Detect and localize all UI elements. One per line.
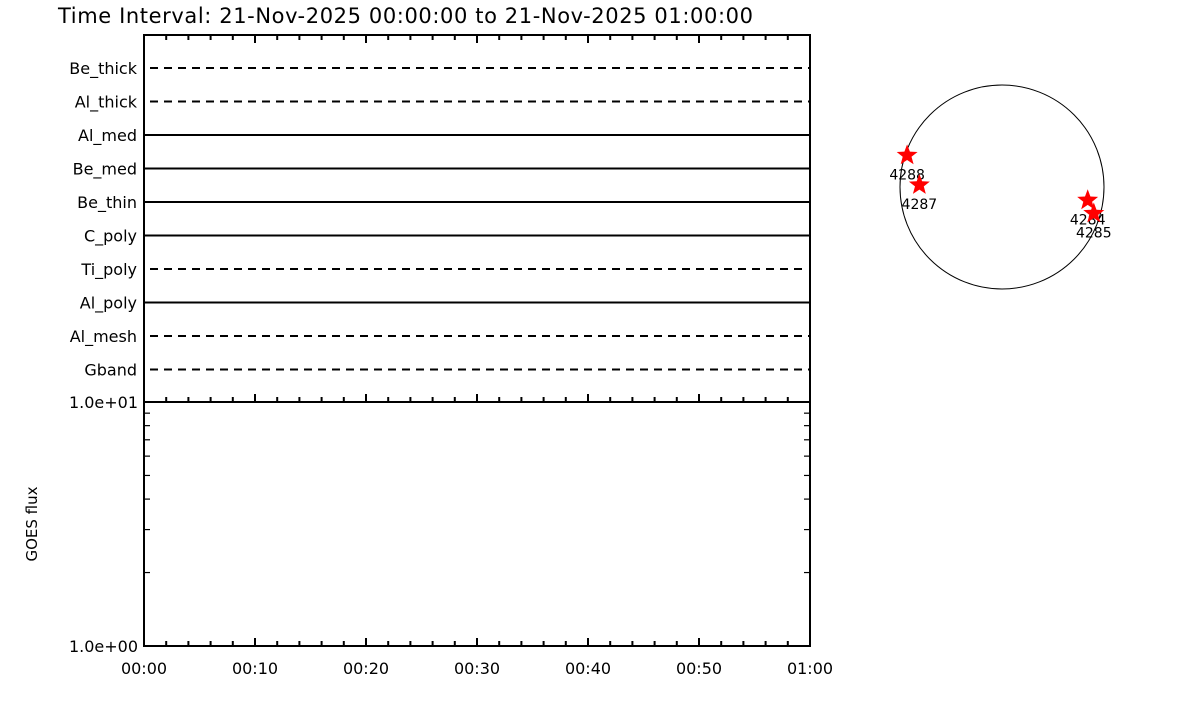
filter-label: Be_thick [69,59,137,79]
y-tick-label: 1.0e+00 [69,637,138,656]
filter-label: Al_thick [75,93,138,113]
filter-label: Al_poly [80,294,137,314]
active-region-label: 4285 [1076,226,1112,242]
filter-panel-frame [143,34,811,403]
active-region-star-marker [896,144,918,165]
solar-limb [899,84,1105,290]
y-tick-label: 1.0e+01 [69,393,138,412]
y-axis-label: GOES flux [23,486,41,561]
filter-label: Ti_poly [80,260,137,280]
chart-title: Time Interval: 21-Nov-2025 00:00:00 to 2… [57,4,754,28]
active-region-label: 4288 [889,167,925,183]
x-tick-label: 00:20 [343,659,389,678]
goes-panel: 1.0e+00 1.0e+01 00:00 00:10 00:20 00:30 00:40 0… [23,393,833,678]
x-tick-label: 00:40 [565,659,611,678]
x-tick-label: 00:50 [676,659,722,678]
goes-panel-frame [143,401,811,647]
active-region-star-marker [908,174,930,194]
filter-label: Al_mesh [70,327,137,347]
x-tick-label: 01:00 [787,659,833,678]
filter-label: Gband [84,361,137,380]
x-tick-label: 00:30 [454,659,500,678]
filter-label: Al_med [78,126,137,146]
filter-label: Be_med [73,160,137,180]
filter-label: C_poly [84,227,137,247]
x-tick-label: 00:10 [232,659,278,678]
filter-panel: Be_thick Al_thick Al_med Be_med Be_thin C_pol… [69,34,811,403]
x-tick-label: 00:00 [121,659,167,678]
active-region-label: 4287 [902,197,938,213]
active-region-star-marker [1083,202,1105,223]
filter-label: Be_thin [77,193,137,213]
active-region-star-marker [1077,189,1099,210]
